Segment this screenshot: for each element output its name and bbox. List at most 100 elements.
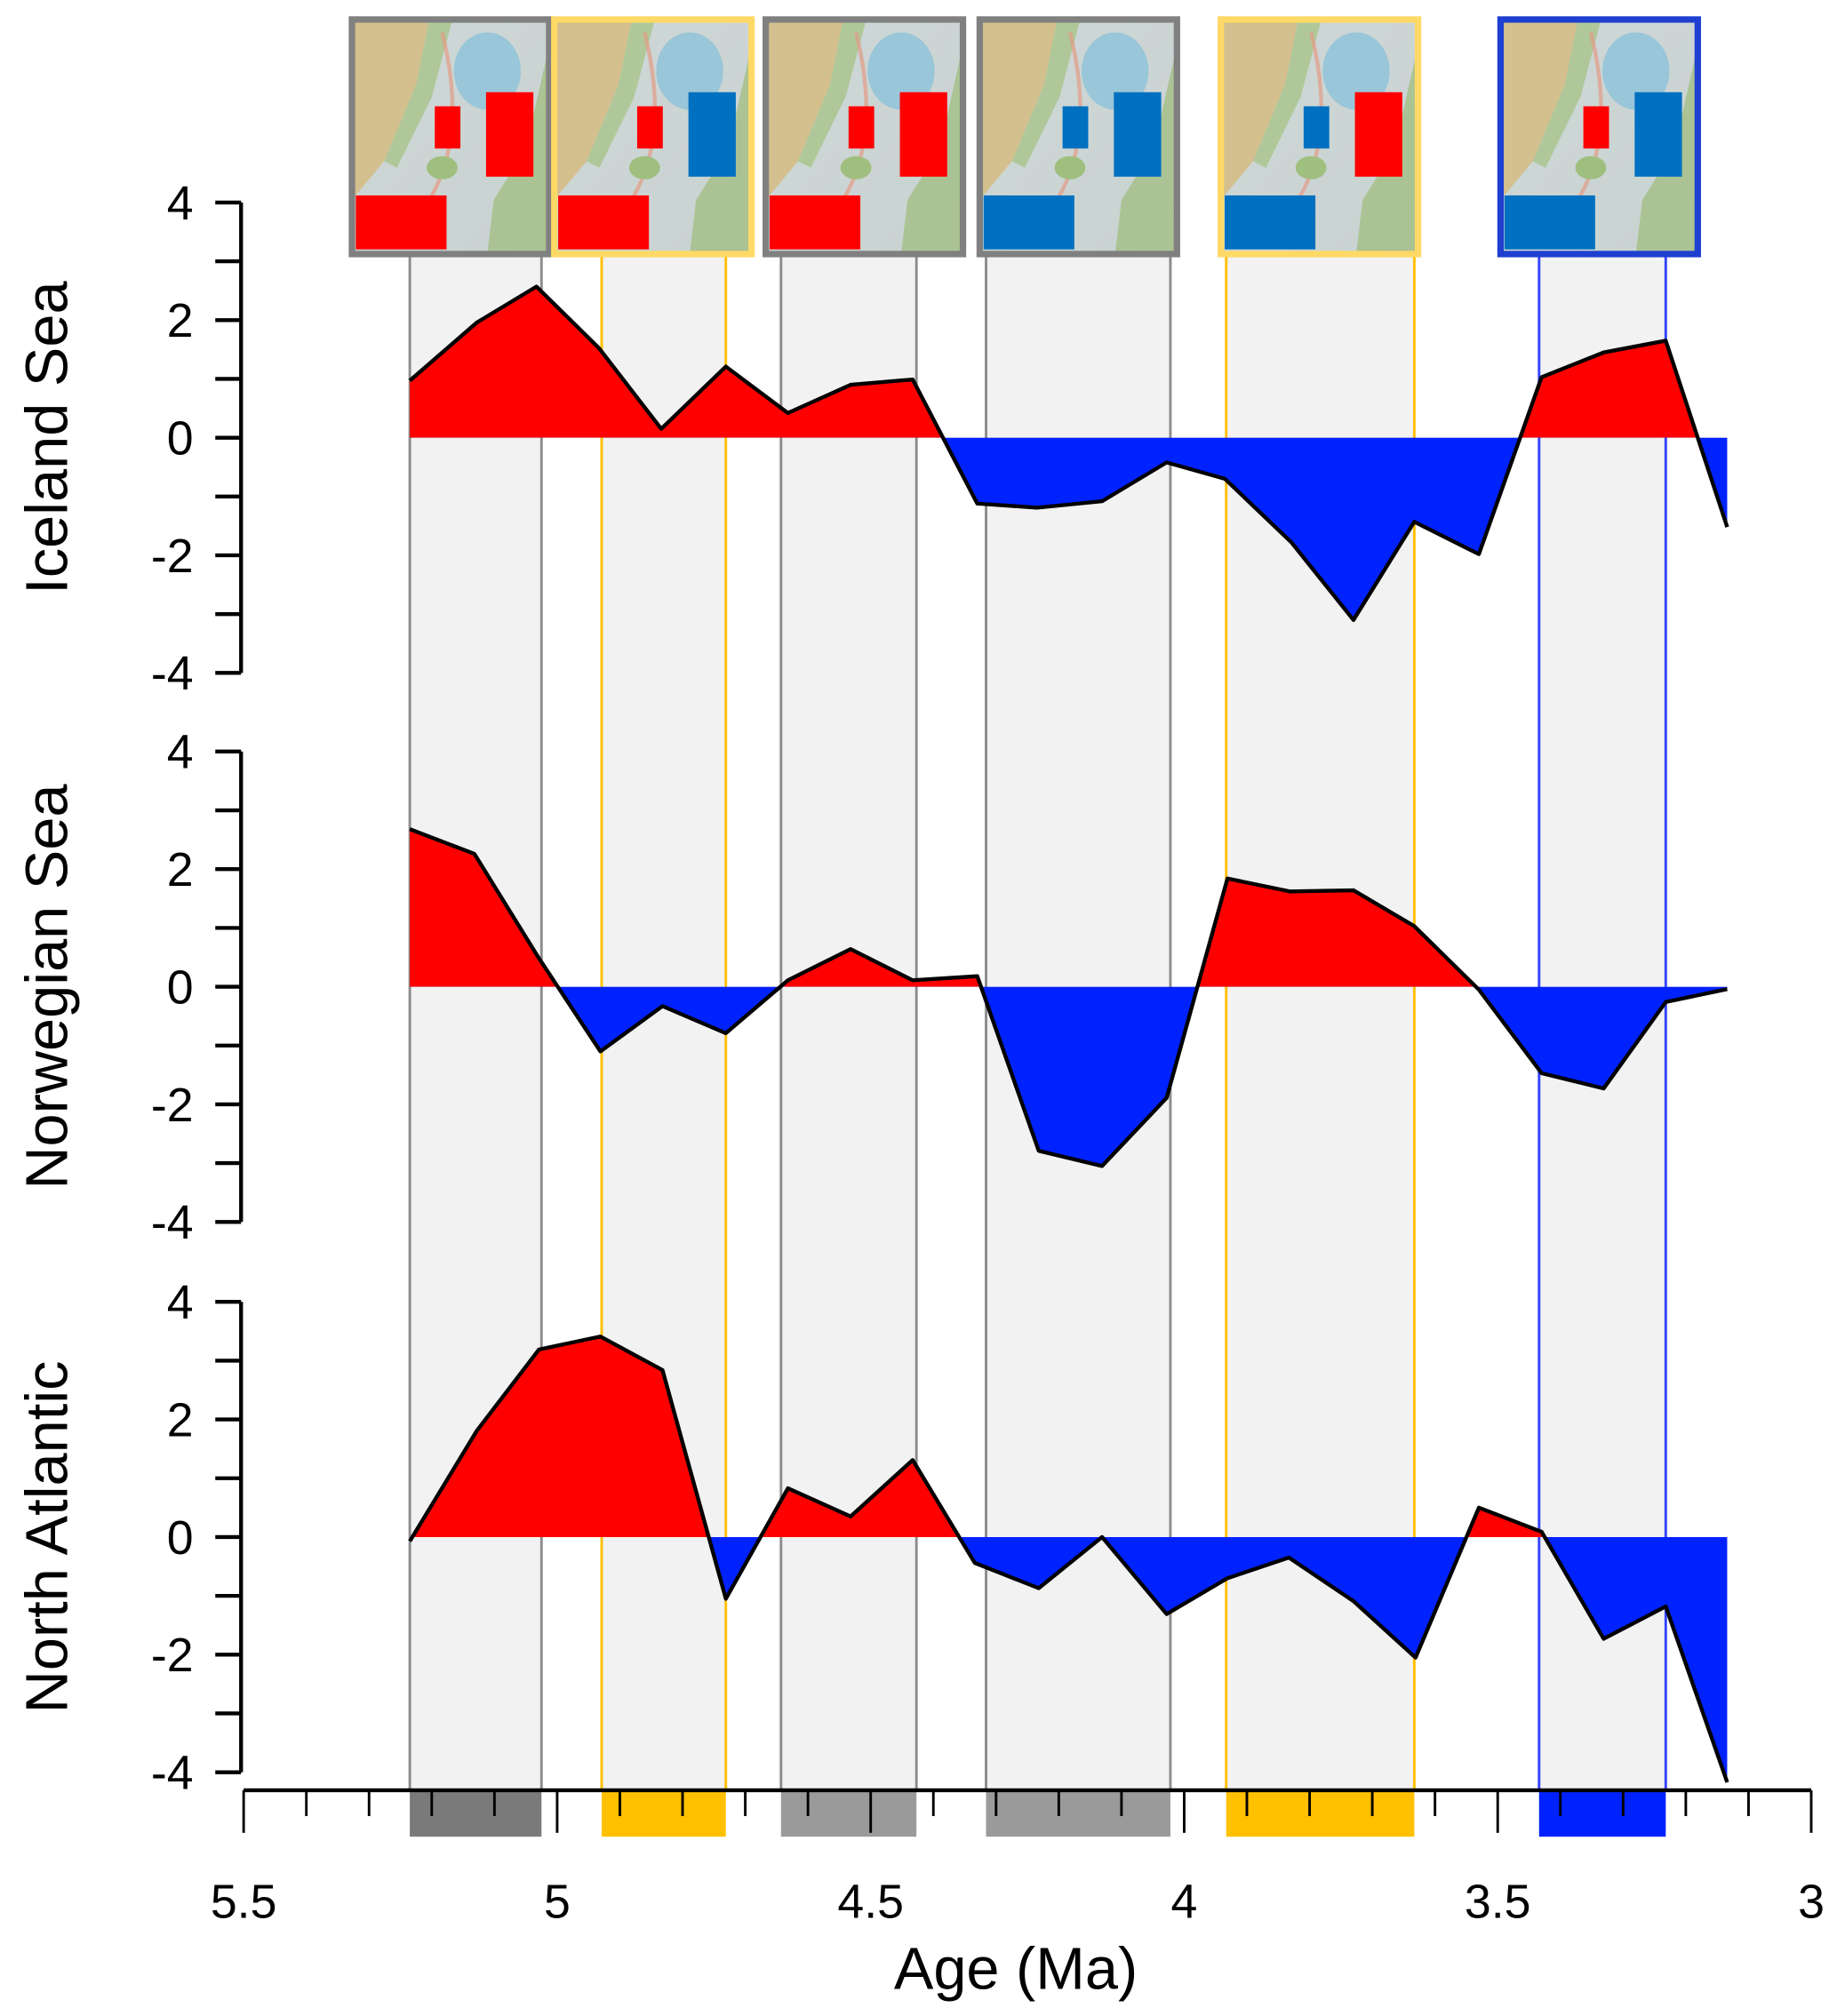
y-tick-label: 0 [167, 960, 194, 1014]
map-greenland [1220, 19, 1298, 201]
y-tick-label: 2 [167, 294, 194, 347]
map-iceland [1054, 155, 1086, 179]
map-deep-basin [656, 32, 723, 110]
map-coast [1011, 19, 1081, 168]
x-tick-label: 3 [1798, 1876, 1825, 1929]
north-atlantic-box [1504, 195, 1595, 250]
norwegian-sea-box [1354, 92, 1402, 177]
iceland-sea-box [636, 106, 663, 149]
north-atlantic-box [983, 195, 1074, 250]
map-coast [1252, 19, 1322, 168]
map-deep-basin [453, 32, 522, 110]
map-iceland [1575, 155, 1607, 179]
map-deep-basin [1322, 32, 1390, 110]
y-axis-title: North Atlantic [14, 1361, 80, 1714]
negative-area [410, 1536, 1728, 1782]
iceland-sea-box [848, 106, 875, 149]
map-greenland [1500, 19, 1578, 201]
event-bar-3 [780, 1791, 917, 1837]
map-iceland [427, 155, 458, 179]
x-tick-label: 4.5 [837, 1876, 904, 1929]
norwegian-sea-box [899, 92, 947, 177]
y-tick-label: 4 [167, 1276, 194, 1329]
y-tick-label: 2 [167, 1393, 194, 1446]
map-thumbnail-5 [1218, 16, 1422, 258]
map-iceland [840, 155, 872, 179]
norwegian-sea-box [1634, 92, 1682, 177]
panel-north-atlantic: 4 2 0 -2 -4 North Atlantic [14, 1276, 1729, 1800]
y-tick-label: -2 [151, 1629, 194, 1682]
series-line [409, 827, 1728, 1168]
map-frame [762, 16, 967, 258]
y-tick-label: 2 [167, 843, 194, 896]
map-greenland [351, 19, 430, 201]
negative-area [557, 986, 1728, 1167]
map-europe [487, 44, 549, 254]
positive-area [410, 1336, 1728, 1537]
map-europe [1114, 44, 1178, 254]
event-bar-2 [602, 1791, 726, 1837]
map-thumbnail-4 [976, 16, 1180, 258]
map-coast [384, 19, 453, 168]
map-europe [1355, 44, 1418, 254]
x-tick-label: 4 [1171, 1876, 1198, 1929]
y-tick-label: -2 [151, 530, 194, 583]
north-atlantic-box [1225, 195, 1316, 250]
y-tick-label: -4 [151, 1196, 194, 1249]
y-tick-label: 4 [167, 726, 194, 779]
map-thumbnail-6 [1497, 16, 1701, 258]
map-iceland [1295, 155, 1327, 179]
y-tick-label: -4 [151, 1747, 194, 1800]
panel-norwegian-sea: 4 2 0 -2 -4 Norwegian Sea [14, 726, 1728, 1249]
series-line [408, 284, 1729, 622]
y-tick-label: 0 [167, 411, 194, 465]
x-axis-title: Age (Ma) [894, 1936, 1138, 2002]
map-coast [586, 19, 655, 168]
event-bar-6 [1538, 1791, 1666, 1837]
y-axis-title: Norwegian Sea [14, 784, 80, 1190]
map-frame [1218, 16, 1422, 258]
map-greenland [765, 19, 843, 201]
x-axis: 5.5 5 4.5 4 3.5 3 [211, 1788, 1825, 1929]
iceland-sea-box [1062, 106, 1089, 149]
map-greenland [554, 19, 632, 201]
iceland-sea-box [1583, 106, 1609, 149]
map-deep-basin [867, 32, 935, 110]
north-atlantic-box [769, 195, 861, 250]
x-tick-label: 5 [544, 1876, 571, 1929]
north-atlantic-box [558, 195, 650, 250]
band-1 [410, 253, 542, 1790]
y-tick-label: 0 [167, 1511, 194, 1565]
x-tick-label: 5.5 [211, 1876, 277, 1929]
y-tick-label: -4 [151, 647, 194, 700]
map-frame [1497, 16, 1701, 258]
y-tick-label: -2 [151, 1079, 194, 1132]
x-tick-label: 3.5 [1465, 1876, 1531, 1929]
map-thumbnail-2 [551, 16, 755, 258]
north-atlantic-box [355, 195, 447, 250]
map-europe [900, 44, 963, 254]
event-bar-4 [986, 1791, 1170, 1837]
positive-area [410, 829, 1728, 987]
map-frame [551, 16, 755, 258]
map-iceland [628, 155, 660, 179]
y-tick-label: 4 [167, 177, 194, 230]
map-thumbnails [348, 16, 1701, 258]
norwegian-sea-box [485, 92, 534, 177]
event-bar-5 [1226, 1791, 1415, 1837]
band-3 [780, 253, 917, 1790]
map-deep-basin [1602, 32, 1670, 110]
positive-area [410, 286, 1728, 438]
negative-area [410, 437, 1728, 620]
map-europe [1635, 44, 1698, 254]
map-thumbnail-1 [348, 16, 553, 258]
map-deep-basin [1081, 32, 1149, 110]
norwegian-sea-box [688, 92, 736, 177]
map-thumbnail-3 [762, 16, 967, 258]
iceland-sea-box [435, 106, 461, 149]
panel-iceland-sea: 4 2 0 -2 -4 Iceland Sea [14, 177, 1729, 700]
iceland-sea-box [1303, 106, 1330, 149]
y-axis-title: Iceland Sea [14, 281, 80, 594]
map-frame [976, 16, 1180, 258]
